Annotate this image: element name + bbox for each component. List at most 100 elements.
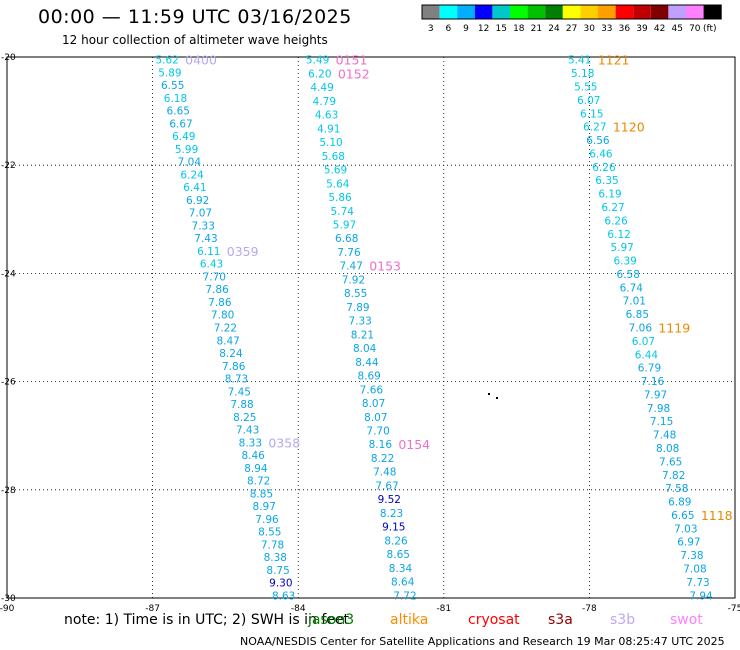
wave-height-value: 8.69 — [357, 371, 380, 383]
wave-height-value: 7.08 — [683, 564, 706, 576]
wave-height-value: 7.33 — [348, 316, 371, 328]
wave-height-value: 4.91 — [317, 123, 340, 135]
wave-height-value: 7.43 — [194, 233, 217, 245]
wave-height-value: 6.39 — [613, 256, 636, 268]
legend-swatch — [703, 5, 722, 19]
color-scale-legend: 3 6 9 12 15 18 21 24 27 30 33 36 39 42 45 70 (ft) — [421, 4, 722, 34]
legend-label: 21 — [531, 24, 542, 34]
wave-height-value: 6.12 — [607, 229, 630, 241]
wave-height-value: 8.23 — [380, 508, 403, 520]
track-3: 5.415.185.556.076.156.276.566.466.266.35… — [568, 53, 733, 603]
legend-label: 6 — [446, 24, 452, 34]
wave-height-value: 7.33 — [192, 220, 215, 232]
satellite-s3a: s3a — [548, 612, 573, 628]
legend-swatch — [545, 5, 563, 19]
wave-height-value: 6.35 — [595, 175, 618, 187]
lat-tick-label: -30 — [1, 594, 16, 604]
wave-height-value: 5.86 — [328, 192, 352, 204]
wave-height-value: 7.06 — [629, 323, 653, 335]
wave-height-value: 4.63 — [315, 110, 338, 122]
time-label: 0358 — [268, 435, 300, 450]
wave-height-value: 9.52 — [378, 494, 401, 506]
wave-height-value: 7.82 — [662, 470, 685, 482]
legend-label: 18 — [513, 24, 525, 34]
wave-height-value: 7.86 — [208, 297, 232, 309]
lat-tick-label: -22 — [1, 161, 16, 171]
lon-tick-label: -84 — [291, 604, 306, 614]
wave-height-value: 7.45 — [228, 386, 251, 398]
wave-height-value: 7.78 — [261, 539, 284, 551]
time-label: 0153 — [369, 259, 401, 274]
wave-height-value: 6.65 — [671, 510, 694, 522]
wave-height-value: 6.46 — [589, 148, 613, 160]
wave-height-value: 7.22 — [214, 323, 237, 335]
wave-height-value: 5.97 — [610, 242, 633, 254]
wave-height-value: 5.68 — [322, 151, 345, 163]
wave-height-value: 8.46 — [241, 450, 265, 462]
wave-height-value: 5.64 — [326, 178, 350, 190]
map-dot — [488, 393, 490, 395]
satellite-altika: altika — [390, 612, 429, 628]
wave-height-value: 8.47 — [216, 335, 239, 347]
lat-tick-label: -20 — [1, 53, 16, 63]
legend-swatch — [422, 5, 440, 19]
legend-swatch — [668, 5, 686, 19]
wave-height-value: 6.74 — [620, 282, 644, 294]
wave-height-value: 8.64 — [391, 577, 415, 589]
map-markers — [488, 393, 498, 399]
wave-height-value: 6.79 — [638, 363, 661, 375]
wave-height-value: 8.24 — [219, 348, 243, 360]
wave-height-value: 6.07 — [632, 336, 655, 348]
lon-tick-label: -87 — [145, 604, 160, 614]
wave-height-value: 7.47 — [340, 261, 363, 273]
wave-height-value: 8.55 — [344, 288, 367, 300]
legend-label: 39 — [636, 24, 648, 34]
wave-height-value: 8.97 — [253, 501, 276, 513]
lon-tick-label: -81 — [436, 604, 451, 614]
wave-height-value: 8.07 — [364, 412, 387, 424]
wave-height-value: 8.73 — [225, 374, 248, 386]
legend-swatch — [580, 5, 598, 19]
satellite-swot: swot — [670, 612, 703, 628]
satellite-jason3: jason3 — [308, 612, 355, 628]
time-label: 1121 — [598, 53, 630, 68]
wave-height-value: 6.19 — [598, 189, 621, 201]
legend-swatch — [562, 5, 581, 19]
wave-height-value: 8.44 — [355, 357, 379, 369]
time-label: 0154 — [398, 437, 430, 452]
wave-height-value: 6.26 — [604, 215, 628, 227]
wave-height-value: 7.07 — [189, 208, 212, 220]
legend-label: 9 — [463, 24, 469, 34]
legend-label: 12 — [478, 24, 489, 34]
track-1: 5.625.896.556.186.656.676.495.997.046.24… — [155, 53, 300, 603]
lon-tick-label: -90 — [0, 604, 15, 614]
track-2: 5.496.20 4.49 4.79 4.634.91 5.10 5.68 5.695.64… — [306, 53, 430, 603]
wave-height-value: 6.20 — [308, 68, 331, 80]
legend-swatch — [474, 5, 493, 19]
wave-height-value: 8.07 — [362, 398, 385, 410]
wave-height-value: 7.86 — [205, 284, 229, 296]
wave-height-value: 7.73 — [686, 577, 709, 589]
wave-height-value: 7.89 — [346, 302, 369, 314]
legend-label: 33 — [601, 24, 612, 34]
wave-height-value: 5.69 — [324, 165, 347, 177]
wave-height-value: 5.62 — [155, 55, 178, 67]
time-label: 1120 — [613, 120, 645, 135]
wave-height-value: 5.10 — [319, 137, 342, 149]
wave-height-value: 6.43 — [200, 259, 223, 271]
wave-height-value: 7.01 — [623, 296, 646, 308]
lat-tick-label: -28 — [1, 486, 16, 496]
wave-height-value: 8.55 — [258, 527, 281, 539]
wave-height-value: 7.92 — [342, 274, 365, 286]
wave-height-value: 7.76 — [337, 247, 361, 259]
wave-height-value: 8.21 — [351, 329, 374, 341]
wave-height-value: 7.48 — [373, 467, 396, 479]
wave-height-value: 6.27 — [583, 122, 606, 134]
wave-height-value: 5.89 — [158, 67, 181, 79]
altimeter-tracks: 5.625.896.556.186.656.676.495.997.046.24… — [155, 53, 732, 603]
wave-height-value: 6.97 — [677, 537, 700, 549]
wave-height-value: 8.34 — [389, 563, 413, 575]
wave-height-value: 6.44 — [635, 349, 659, 361]
wave-height-value: 6.26 — [592, 162, 616, 174]
lat-tick-label: -24 — [1, 269, 16, 279]
